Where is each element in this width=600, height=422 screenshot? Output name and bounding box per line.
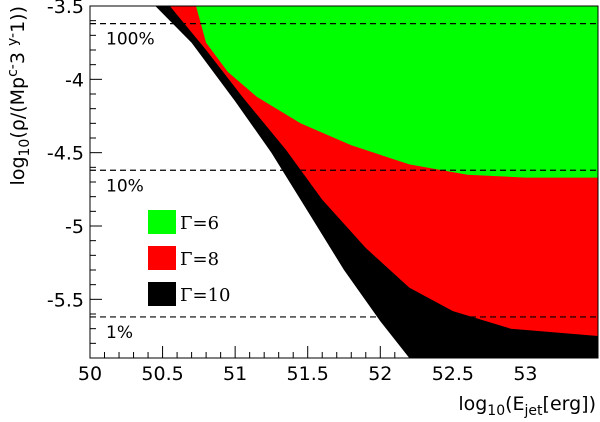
x-tick-label-2: 51 [223,363,247,385]
x-axis-ticks: 50 50.5 51 51.5 52 52.5 53 [78,346,599,385]
x-tick-label-4: 52 [368,363,392,385]
reference-line-label-1: 10% [106,176,144,196]
y-tick-label-1: -4 [65,69,84,91]
y-tick-label-3: -5 [65,216,84,238]
exclusion-regions [155,6,599,358]
legend-label-2: Γ=10 [180,285,230,306]
x-tick-label-0: 50 [78,363,102,385]
x-tick-label-1: 50.5 [141,363,183,385]
legend-swatch-1 [148,246,176,270]
region-6-2 [196,6,598,178]
y-axis-ticks: -3.5 -4 -4.5 -5 -5.5 [47,0,102,359]
reference-line-label-0: 100% [106,30,155,50]
y-tick-label-4: -5.5 [47,289,84,311]
reference-line-label-2: 1% [106,323,133,343]
x-tick-label-5: 52.5 [432,363,474,385]
y-tick-label-0: -3.5 [47,0,84,18]
legend-swatch-2 [148,282,176,306]
legend-swatch-0 [148,210,176,234]
y-tick-label-2: -4.5 [47,143,84,165]
legend-label-0: Γ=6 [180,213,219,234]
x-tick-label-6: 53 [513,363,537,385]
legend-label-1: Γ=8 [180,249,219,270]
y-axis-label: log10(ρ/(Mpc-3 y-1)) [5,6,33,185]
legend: Γ=6 Γ=8 Γ=10 [148,210,230,306]
reference-lines: 100% 10% 1% [90,23,598,343]
x-tick-label-3: 51.5 [287,363,329,385]
x-axis-label: log10(Ejet[erg]) [458,393,596,419]
